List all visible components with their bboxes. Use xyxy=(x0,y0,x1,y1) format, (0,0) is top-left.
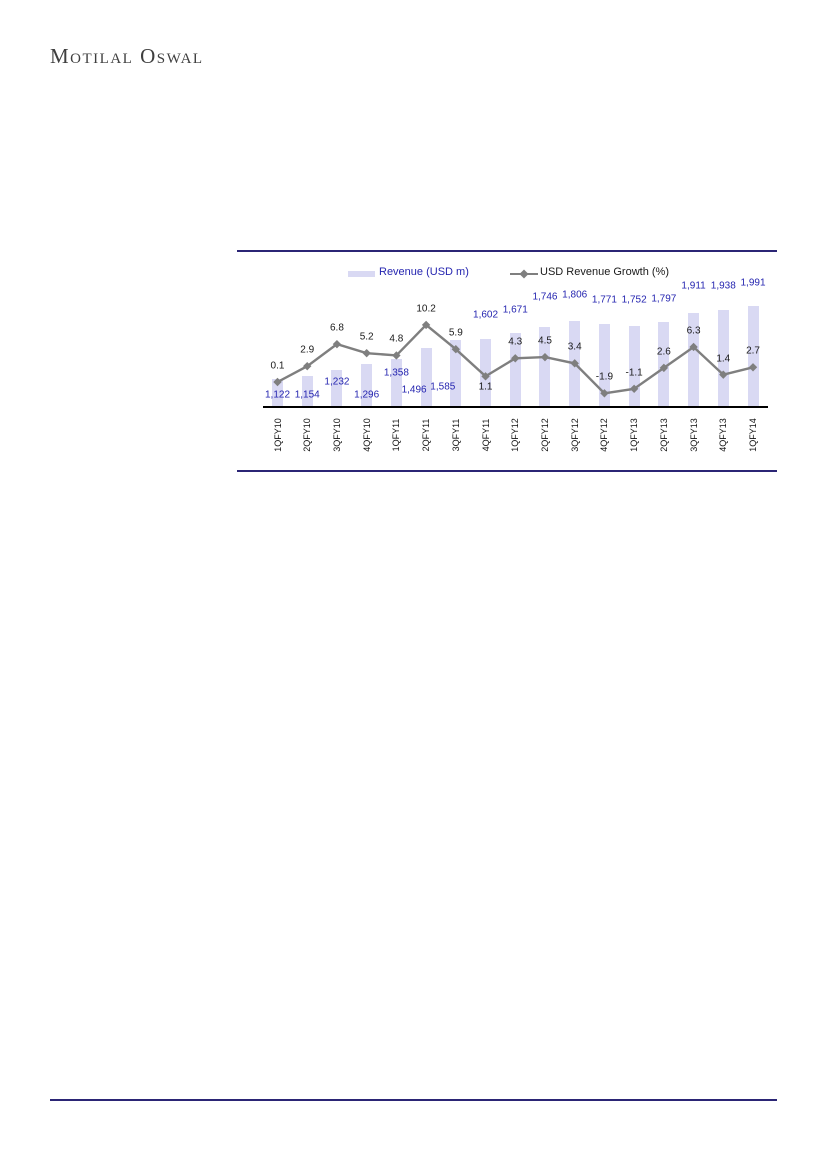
legend-label-revenue: Revenue (USD m) xyxy=(379,266,469,278)
x-axis-tick-label: 1QFY10 xyxy=(272,418,283,452)
motilal-oswal-logo: Motilal Oswal xyxy=(50,44,204,68)
bar-value-label: 1,752 xyxy=(621,294,647,306)
x-axis-tick-label: 2QFY13 xyxy=(658,418,669,452)
x-axis-tick-label: 3QFY10 xyxy=(331,418,342,452)
bar-value-label: 1,911 xyxy=(681,280,706,292)
bar-value-label: 1,771 xyxy=(591,294,617,306)
line-value-label: 2.6 xyxy=(656,346,671,358)
line-value-label: 2.7 xyxy=(746,345,760,357)
revenue-bar xyxy=(390,359,402,406)
x-axis-tick-label: 3QFY11 xyxy=(450,418,461,452)
line-point-marker xyxy=(332,339,342,349)
revenue-bar xyxy=(598,324,610,406)
revenue-bar xyxy=(569,321,581,406)
bar-value-label: 1,746 xyxy=(532,291,558,303)
x-axis-tick-label: 4QFY12 xyxy=(599,418,610,452)
bar-value-label: 1,122 xyxy=(264,389,291,401)
line-value-label: 4.8 xyxy=(389,333,404,345)
x-axis-tick-label: 2QFY12 xyxy=(539,418,550,452)
plot-area: 1,122 1,154 1,232 1,296 1,358 1,496 1,585 1,602… xyxy=(237,252,777,472)
legend-label-growth: USD Revenue Growth (%) xyxy=(540,266,669,278)
revenue-bar xyxy=(628,326,640,406)
line-value-label: 4.5 xyxy=(538,335,552,347)
x-axis-tick-label: 1QFY14 xyxy=(748,418,759,452)
x-axis-tick-label: 3QFY13 xyxy=(688,418,699,452)
line-value-label: 4.3 xyxy=(508,336,523,348)
line-value-label: 2.9 xyxy=(300,344,315,356)
revenue-bar xyxy=(480,339,492,406)
x-axis-tick-label: 2QFY11 xyxy=(421,418,432,452)
bar-value-label: 1,496 xyxy=(401,384,427,396)
x-axis-tick-label: 4QFY13 xyxy=(718,418,729,452)
bar-value-label: 1,296 xyxy=(354,389,380,401)
x-axis-tick-label: 1QFY13 xyxy=(629,418,640,452)
revenue-bar xyxy=(658,322,670,406)
bar-value-label: 1,938 xyxy=(710,280,736,292)
x-axis-tick-label: 3QFY12 xyxy=(569,418,580,452)
line-value-label: 1.1 xyxy=(478,381,493,393)
x-axis-tick-label: 1QFY12 xyxy=(510,418,521,452)
line-value-label: 6.3 xyxy=(686,325,701,337)
line-value-label: -1.1 xyxy=(625,367,643,379)
revenue-bar xyxy=(420,348,432,406)
x-axis-tick-label: 1QFY11 xyxy=(391,418,402,452)
line-point-marker xyxy=(362,348,371,358)
bar-value-label: 1,671 xyxy=(502,304,528,316)
bar-value-label: 1,585 xyxy=(430,381,456,393)
bar-value-label: 1,358 xyxy=(383,367,409,379)
bar-value-label: 1,232 xyxy=(324,376,350,388)
line-point-marker xyxy=(303,361,312,371)
x-axis-tick-label: 2QFY10 xyxy=(302,418,313,452)
revenue-bar xyxy=(331,370,343,406)
bar-value-label: 1,806 xyxy=(562,289,588,301)
line-value-label: 10.2 xyxy=(416,303,436,315)
line-value-label: -1.9 xyxy=(595,371,614,383)
x-axis-tick-label: 4QFY10 xyxy=(361,418,372,452)
line-value-label: 5.9 xyxy=(448,327,463,339)
line-point-marker xyxy=(421,320,431,330)
bar-value-label: 1,991 xyxy=(740,277,766,289)
x-axis-tick-label: 4QFY11 xyxy=(480,418,491,452)
line-value-label: 6.8 xyxy=(329,322,344,334)
line-value-label: 3.4 xyxy=(567,341,582,353)
revenue-bar xyxy=(450,340,462,406)
x-axis-line xyxy=(263,406,768,408)
line-value-label: 0.1 xyxy=(270,360,285,372)
bar-swatch-icon xyxy=(348,271,375,277)
line-value-label: 5.2 xyxy=(359,331,374,343)
bar-value-label: 1,602 xyxy=(473,309,499,321)
revenue-growth-chart: Revenue (USD m) USD Revenue Growth (%) 1… xyxy=(237,250,777,472)
line-swatch-icon xyxy=(510,269,538,279)
footer-divider xyxy=(50,1099,777,1101)
line-value-label: 1.4 xyxy=(716,353,731,365)
bar-value-label: 1,154 xyxy=(294,389,320,401)
bar-value-label: 1,797 xyxy=(651,293,677,305)
